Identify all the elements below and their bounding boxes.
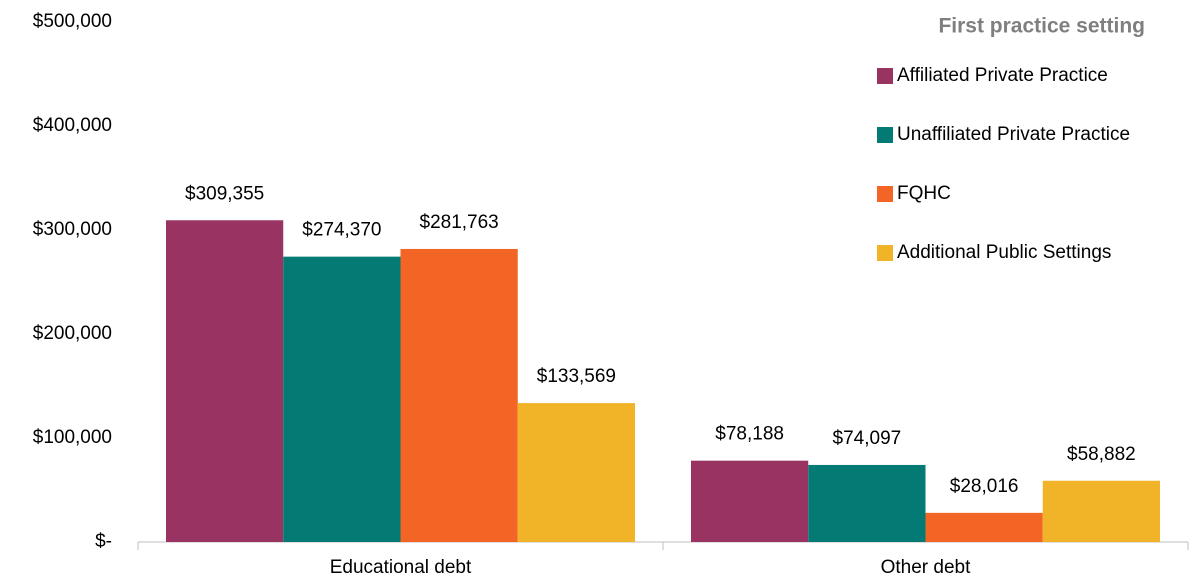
legend-swatch — [877, 127, 893, 143]
legend-swatch — [877, 186, 893, 202]
x-tick-label: Other debt — [881, 557, 971, 578]
legend-swatch — [877, 245, 893, 261]
bar — [166, 220, 284, 542]
y-tick-label: $100,000 — [33, 427, 112, 448]
value-label: $78,188 — [715, 424, 784, 445]
bar — [808, 464, 926, 542]
legend-label: Additional Public Settings — [897, 242, 1111, 263]
value-label: $274,370 — [302, 220, 381, 241]
y-tick-label: $500,000 — [33, 11, 112, 32]
bar — [691, 460, 809, 542]
value-label: $309,355 — [185, 183, 264, 204]
value-label: $74,097 — [833, 428, 902, 449]
value-label: $281,763 — [420, 212, 499, 233]
bar — [925, 512, 1043, 542]
legend-swatch — [877, 68, 893, 84]
legend-title: First practice setting — [938, 15, 1145, 38]
legend-label: FQHC — [897, 183, 951, 204]
y-tick-label: $300,000 — [33, 219, 112, 240]
bar — [283, 256, 401, 542]
value-label: $58,882 — [1067, 444, 1136, 465]
bar — [1042, 480, 1160, 542]
value-label: $133,569 — [537, 366, 616, 387]
legend-label: Unaffiliated Private Practice — [897, 124, 1130, 145]
x-tick-label: Educational debt — [330, 557, 472, 578]
y-tick-label: $400,000 — [33, 115, 112, 136]
bar — [517, 403, 635, 542]
bar — [400, 248, 518, 542]
legend-label: Affiliated Private Practice — [897, 65, 1108, 86]
y-tick-label: $200,000 — [33, 323, 112, 344]
y-tick-label: $- — [95, 531, 112, 552]
value-label: $28,016 — [950, 476, 1019, 497]
